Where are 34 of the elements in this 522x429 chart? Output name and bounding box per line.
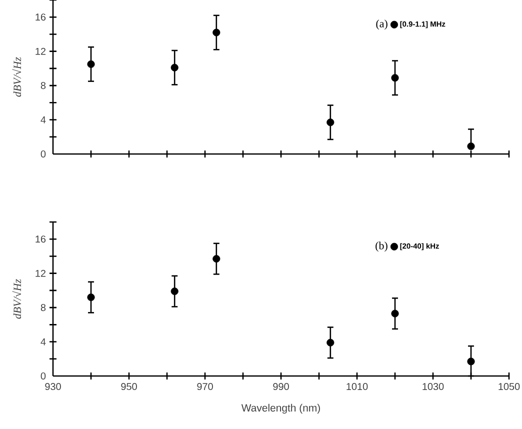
point: [326, 338, 334, 346]
y-axis-title: dBV/√Hz: [12, 279, 22, 319]
point: [391, 310, 399, 318]
y-tick-label: 0: [40, 372, 46, 380]
x-tick-label: 1010: [346, 383, 368, 390]
x-tick-label: 930: [45, 383, 61, 390]
point: [87, 60, 95, 68]
y-tick-label: 12: [36, 270, 46, 277]
point: [212, 255, 220, 263]
y-tick-label: 0: [40, 150, 46, 158]
point: [170, 64, 178, 72]
y-axis-title: dBV/√Hz: [12, 57, 22, 97]
x-axis-title: Wavelength (nm): [241, 404, 320, 414]
x-tick-label: 1030: [422, 383, 444, 390]
point: [170, 288, 178, 296]
y-tick-label: 12: [36, 48, 46, 55]
y-tick-label: 16: [36, 236, 46, 243]
point: [212, 28, 220, 36]
x-tick-label: 970: [197, 383, 213, 390]
y-tick-label: 8: [40, 304, 46, 312]
point: [467, 142, 475, 150]
annotation: (b): [376, 242, 388, 252]
x-tick-label: 950: [121, 383, 137, 390]
x-tick-label: 990: [273, 383, 289, 390]
y-tick-label: 16: [36, 14, 46, 21]
y-tick-label: 4: [40, 116, 46, 124]
y-tick-label: 4: [40, 338, 46, 346]
point: [467, 358, 475, 366]
y-tick-label: 8: [40, 82, 46, 90]
point: [87, 294, 95, 302]
point: [326, 118, 334, 126]
annotation: (a): [376, 20, 388, 30]
x-tick-label: 1050: [498, 383, 520, 390]
point: [391, 74, 399, 82]
